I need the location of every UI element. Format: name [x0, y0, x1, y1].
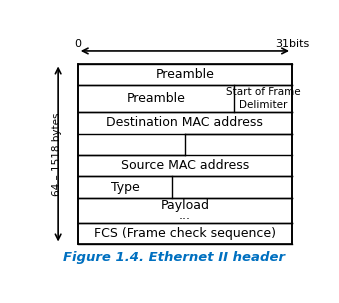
- Text: Preamble: Preamble: [126, 92, 185, 105]
- Text: 64 – 1518 bytes: 64 – 1518 bytes: [52, 112, 62, 196]
- Text: Preamble: Preamble: [156, 68, 214, 81]
- Text: ...: ...: [179, 209, 191, 222]
- Text: FCS (Frame check sequence): FCS (Frame check sequence): [94, 227, 276, 240]
- Text: Figure 1.4. Ethernet II header: Figure 1.4. Ethernet II header: [63, 251, 285, 264]
- Text: 0: 0: [74, 38, 81, 48]
- Text: Destination MAC address: Destination MAC address: [106, 116, 263, 129]
- Text: Type: Type: [111, 181, 139, 194]
- Bar: [78, 64, 292, 245]
- Text: 31bits: 31bits: [275, 38, 309, 48]
- Text: Start of Frame
Delimiter: Start of Frame Delimiter: [226, 87, 300, 110]
- Text: Source MAC address: Source MAC address: [121, 159, 249, 172]
- Text: Payload: Payload: [160, 199, 210, 212]
